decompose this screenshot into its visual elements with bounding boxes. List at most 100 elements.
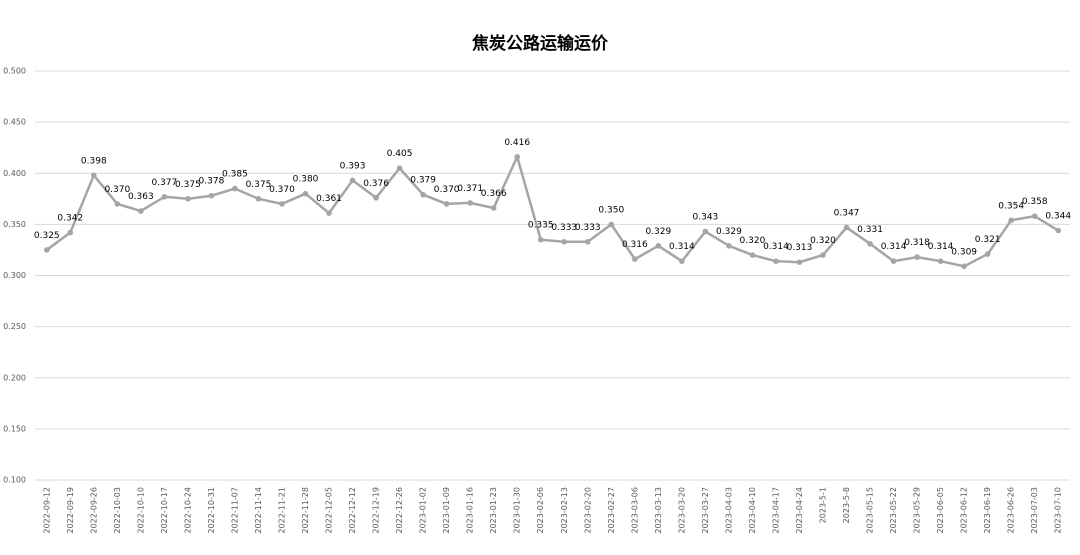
point — [655, 243, 662, 249]
point — [514, 154, 521, 160]
y-tick-label: 0.200 — [3, 373, 26, 382]
y-tick-label: 0.450 — [3, 118, 26, 127]
x-tick-label: 2022-10-10 — [136, 487, 145, 534]
x-tick-label: 2023-01-02 — [419, 487, 428, 534]
point — [67, 229, 74, 236]
point — [537, 236, 544, 243]
x-tick-label: 2023-07-10 — [1054, 487, 1063, 534]
data-label: 0.329 — [716, 227, 742, 237]
point — [443, 201, 450, 207]
data-label: 0.343 — [693, 213, 719, 223]
x-tick-label: 2023-04-10 — [748, 487, 757, 534]
data-label: 0.358 — [1022, 197, 1048, 207]
data-label: 0.370 — [434, 185, 460, 195]
x-tick-label: 2022-11-28 — [301, 487, 310, 534]
data-label: 0.366 — [481, 189, 507, 199]
point — [961, 263, 967, 270]
x-tick-label: 2023-02-27 — [607, 487, 616, 534]
point — [396, 165, 403, 171]
x-tick-label: 2023-03-06 — [630, 487, 639, 534]
data-label: 0.354 — [998, 201, 1024, 211]
data-label: 0.309 — [951, 247, 977, 257]
data-label: 0.314 — [881, 242, 907, 252]
x-tick-label: 2022-10-24 — [183, 487, 192, 534]
point — [91, 172, 97, 179]
x-tick-label: 2023-01-23 — [489, 487, 498, 534]
x-tick-label: 2023-5-8 — [842, 487, 851, 523]
x-tick-label: 2022-11-21 — [277, 487, 286, 534]
point — [349, 177, 356, 184]
data-label: 0.329 — [645, 227, 671, 237]
data-label: 0.370 — [104, 185, 130, 195]
data-label: 0.375 — [175, 180, 201, 190]
point — [608, 221, 615, 228]
point — [843, 224, 850, 231]
x-tick-label: 2022-12-19 — [372, 487, 381, 534]
x-tick-label: 2023-07-03 — [1030, 487, 1039, 534]
point — [632, 256, 638, 262]
x-tick-label: 2023-01-09 — [442, 487, 451, 534]
point — [867, 241, 873, 247]
data-label: 0.331 — [857, 225, 883, 235]
y-tick-label: 0.500 — [3, 67, 26, 76]
point — [1008, 217, 1014, 224]
y-tick-label: 0.300 — [3, 271, 26, 280]
data-label: 0.405 — [387, 149, 413, 159]
data-label: 0.377 — [151, 178, 177, 188]
data-label: 0.320 — [810, 236, 836, 246]
point — [208, 192, 215, 199]
point — [467, 200, 473, 206]
point — [420, 191, 426, 198]
x-tick-label: 2023-05-29 — [913, 487, 922, 534]
data-label: 0.333 — [575, 223, 601, 233]
data-label: 0.363 — [128, 192, 154, 202]
x-tick-label: 2022-09-26 — [89, 487, 98, 534]
point — [773, 258, 779, 264]
data-label: 0.321 — [975, 235, 1001, 245]
x-tick-label: 2023-02-06 — [536, 487, 545, 534]
point — [302, 190, 309, 197]
x-tick-label: 2022-10-17 — [160, 487, 169, 534]
point — [749, 252, 756, 258]
x-tick-label: 2022-12-12 — [348, 487, 357, 534]
point — [820, 252, 826, 258]
data-label: 0.375 — [246, 180, 272, 190]
y-tick-label: 0.100 — [3, 476, 26, 485]
data-label: 0.385 — [222, 170, 248, 180]
y-tick-label: 0.400 — [3, 169, 26, 178]
x-tick-label: 2023-04-17 — [771, 487, 780, 534]
x-tick-label: 2023-06-26 — [1007, 487, 1016, 534]
data-label: 0.320 — [740, 236, 766, 246]
data-label: 0.378 — [199, 177, 225, 187]
x-tick-label: 2023-04-03 — [724, 487, 733, 534]
line — [46, 155, 1059, 268]
data-label: 0.370 — [269, 185, 295, 195]
x-tick-label: 2022-11-14 — [254, 487, 263, 534]
data-label: 0.371 — [457, 184, 483, 194]
point — [796, 259, 803, 266]
data-label: 0.314 — [669, 242, 695, 252]
point — [114, 201, 121, 207]
x-tick-label: 2022-09-12 — [42, 487, 51, 534]
point — [232, 185, 238, 192]
data-label: 0.376 — [363, 179, 389, 189]
point — [490, 205, 497, 211]
x-tick-label: 2023-06-05 — [936, 487, 945, 534]
data-label: 0.335 — [528, 221, 554, 231]
x-tick-label: 2022-10-31 — [207, 487, 216, 534]
point — [561, 238, 568, 245]
data-label: 0.398 — [81, 156, 107, 166]
x-tick-label: 2023-01-16 — [466, 487, 475, 534]
x-tick-label: 2022-10-03 — [113, 487, 122, 534]
data-label: 0.347 — [834, 208, 860, 218]
data-label: 0.361 — [316, 194, 342, 204]
data-label: 0.342 — [57, 214, 83, 224]
point — [914, 254, 920, 260]
x-tick-label: 2023-05-15 — [866, 487, 875, 534]
point — [373, 194, 379, 201]
x-tick-label: 2022-09-19 — [66, 487, 75, 534]
x-tick-label: 2023-03-20 — [677, 487, 686, 534]
x-tick-label: 2023-01-30 — [513, 487, 522, 534]
data-label: 0.344 — [1045, 212, 1071, 222]
